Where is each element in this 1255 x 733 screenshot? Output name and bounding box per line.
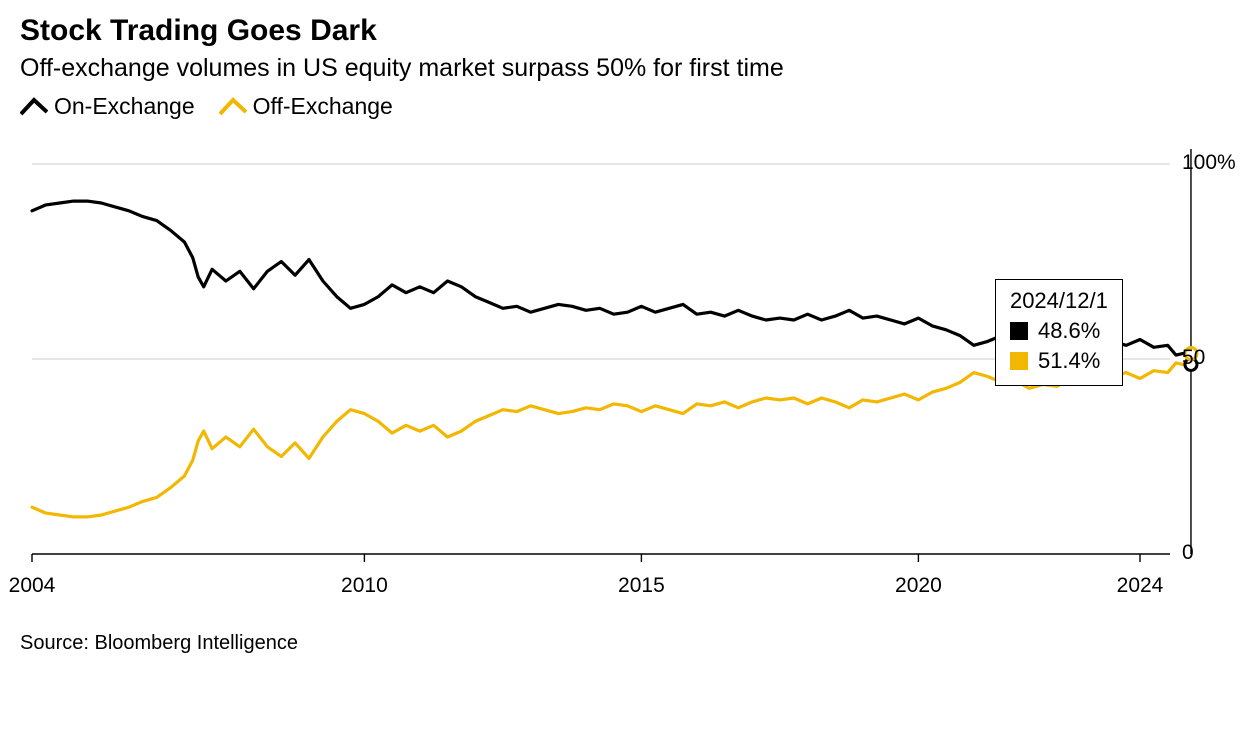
- tooltip-swatch-icon: [1010, 322, 1028, 340]
- x-axis-label-2015: 2015: [618, 574, 665, 598]
- legend-label-on: On-Exchange: [54, 93, 195, 120]
- y-axis-label-50: 50: [1182, 346, 1205, 370]
- x-axis-label-2010: 2010: [341, 574, 388, 598]
- tooltip-row-off: 51.4%: [1010, 346, 1108, 376]
- tooltip-value-on: 48.6%: [1038, 316, 1100, 346]
- legend-line-icon: [20, 97, 48, 117]
- y-axis-label-100: 100%: [1182, 151, 1236, 175]
- tooltip-date: 2024/12/1: [1010, 288, 1108, 314]
- tooltip-row-on: 48.6%: [1010, 316, 1108, 346]
- legend-item-off-exchange: Off-Exchange: [219, 93, 393, 120]
- legend: On-Exchange Off-Exchange: [20, 93, 1235, 120]
- x-axis-label-2020: 2020: [895, 574, 942, 598]
- chart-container: Stock Trading Goes Dark Off-exchange vol…: [0, 0, 1255, 733]
- x-axis-label-2024: 2024: [1117, 574, 1164, 598]
- chart-subtitle: Off-exchange volumes in US equity market…: [20, 53, 1235, 83]
- legend-label-off: Off-Exchange: [253, 93, 393, 120]
- chart-plot-area: 100% 50 0 2004 2010 2015 2020 2024 2024/…: [20, 124, 1235, 594]
- x-axis-label-2004: 2004: [9, 574, 56, 598]
- y-axis-label-0: 0: [1182, 541, 1194, 565]
- legend-item-on-exchange: On-Exchange: [20, 93, 195, 120]
- chart-tooltip: 2024/12/1 48.6% 51.4%: [995, 279, 1123, 386]
- legend-line-icon: [219, 97, 247, 117]
- chart-source: Source: Bloomberg Intelligence: [20, 632, 1235, 655]
- tooltip-swatch-icon: [1010, 352, 1028, 370]
- tooltip-value-off: 51.4%: [1038, 346, 1100, 376]
- chart-title: Stock Trading Goes Dark: [20, 14, 1235, 47]
